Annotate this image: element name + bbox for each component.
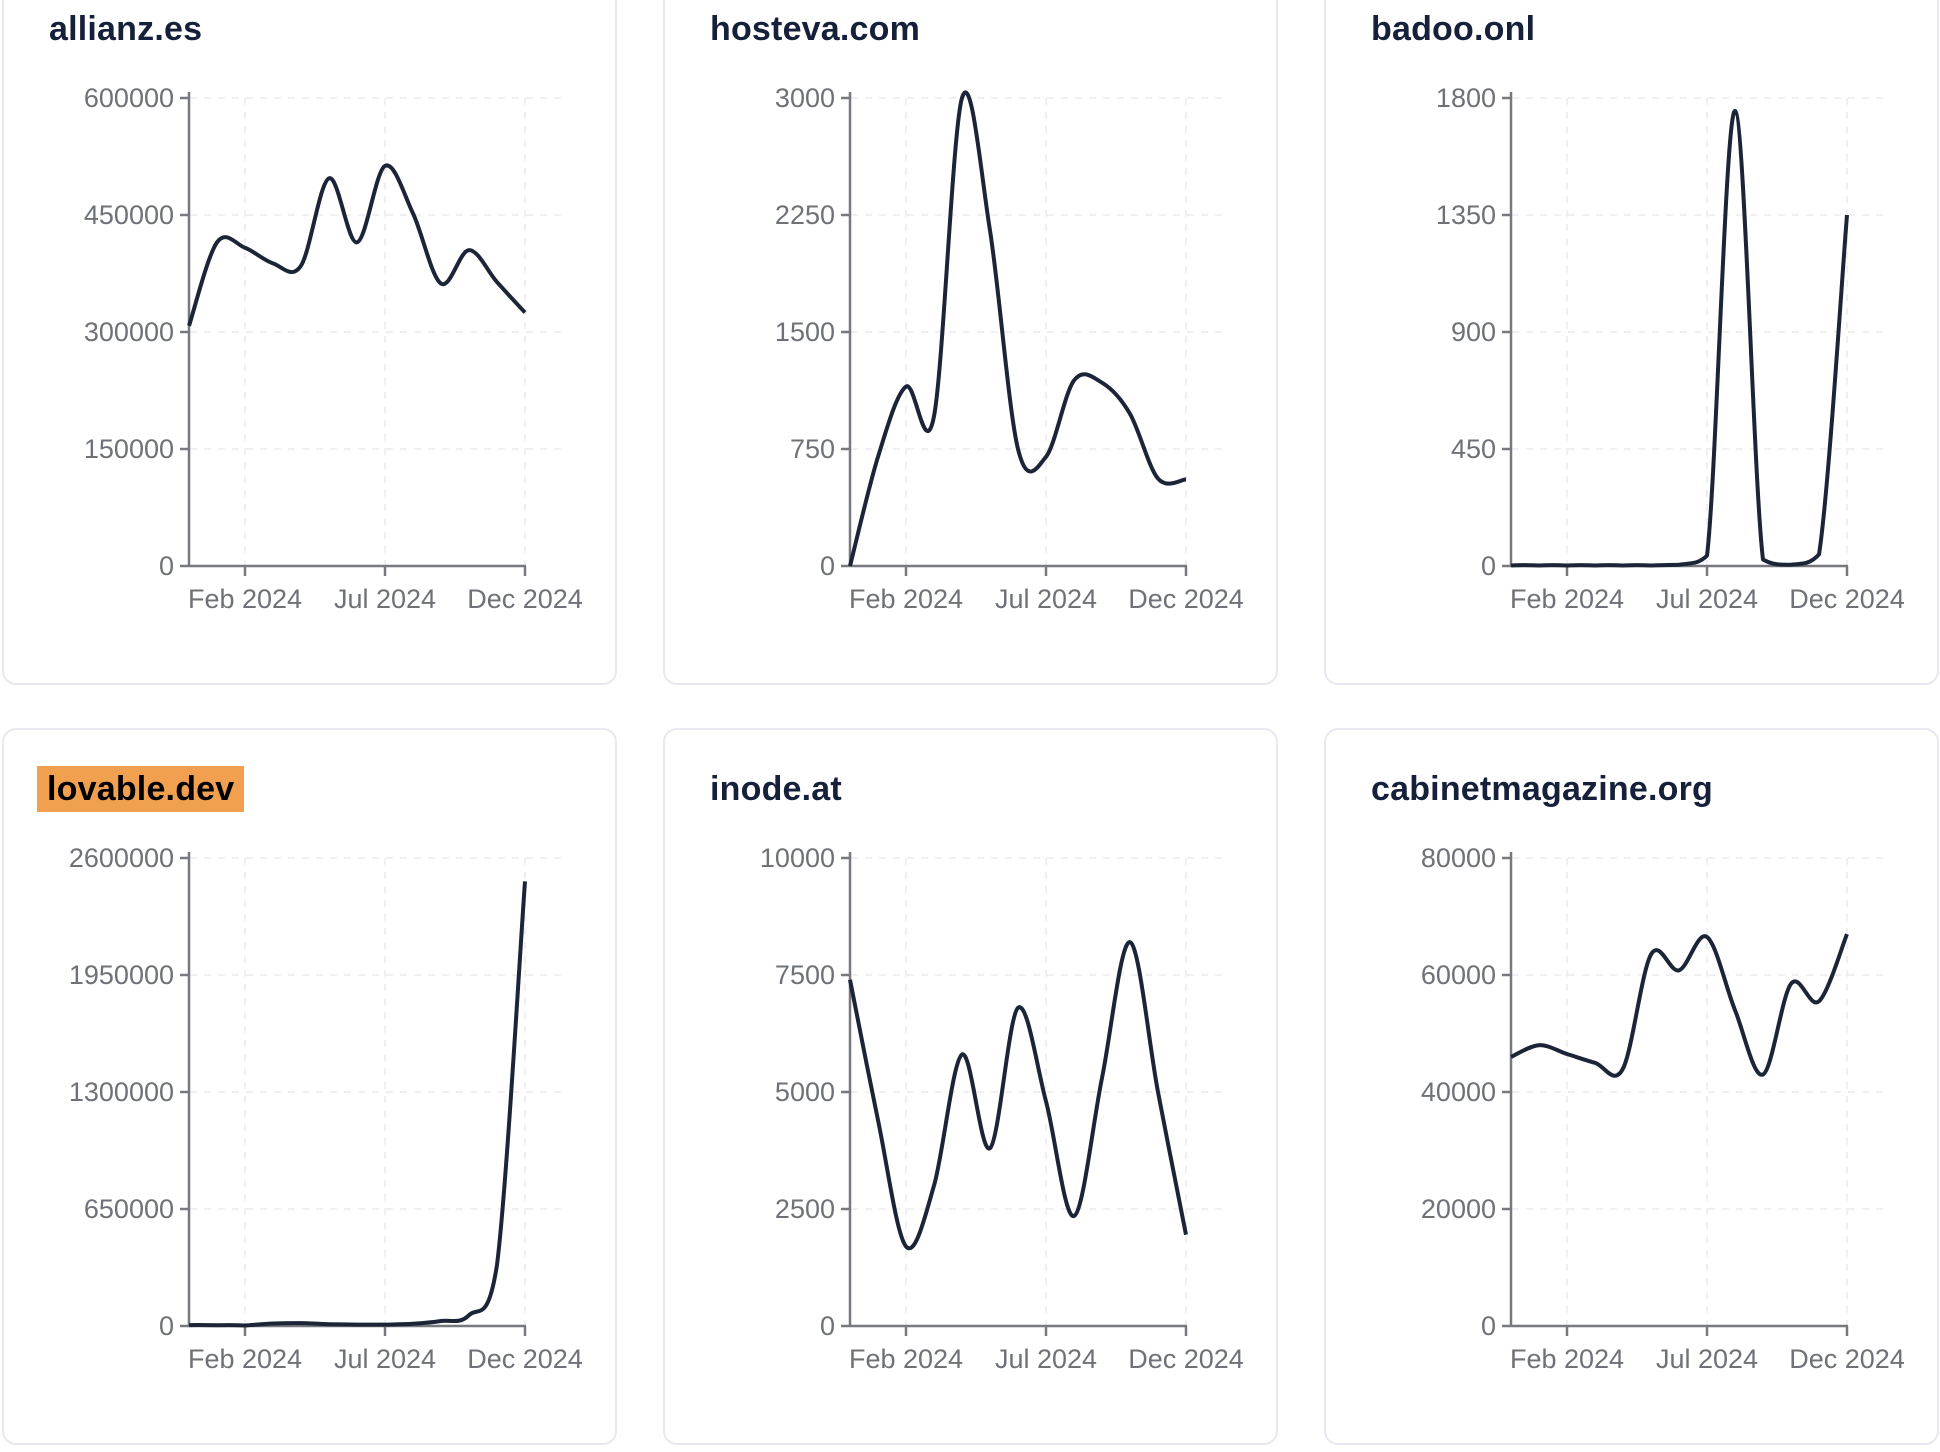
x-tick-label: Jul 2024 <box>1656 584 1758 614</box>
x-tick-label: Jul 2024 <box>995 1344 1097 1374</box>
traffic-line-chart: 0 2500 5000 7500 10000 Feb 2024 Jul 2024 Dec 20… <box>760 843 1244 1374</box>
card-title: inode.at <box>708 770 844 809</box>
y-tick-label: 1800 <box>1436 83 1496 113</box>
traffic-line <box>188 881 527 1328</box>
y-tick-label: 1950000 <box>69 960 174 990</box>
domain-name: badoo.onl <box>1371 10 1536 48</box>
x-tick-label: Dec 2024 <box>467 1344 583 1374</box>
x-tick-label: Feb 2024 <box>1510 1344 1624 1374</box>
y-tick-label: 150000 <box>84 434 174 464</box>
y-tick-label: 5000 <box>775 1077 835 1107</box>
domain-name: allianz.es <box>49 10 203 48</box>
y-tick-label: 10000 <box>760 843 835 873</box>
card-title: allianz.es <box>47 10 204 49</box>
y-tick-label: 0 <box>159 1311 174 1341</box>
x-tick-label: Dec 2024 <box>1789 584 1905 614</box>
y-tick-label: 1500 <box>775 317 835 347</box>
x-tick-label: Feb 2024 <box>188 584 302 614</box>
y-tick-label: 1350 <box>1436 200 1496 230</box>
y-tick-label: 0 <box>1481 551 1496 581</box>
traffic-line <box>1510 933 1849 1078</box>
domain-name: inode.at <box>710 770 842 808</box>
domain-name: hosteva.com <box>710 10 921 48</box>
x-tick-label: Dec 2024 <box>1128 584 1244 614</box>
traffic-line <box>848 940 1188 1251</box>
chart-card-lovable.dev[interactable]: lovable.dev 0 650000 1300000 1950000 2600000… <box>2 728 617 1445</box>
y-tick-label: 40000 <box>1421 1077 1496 1107</box>
x-tick-label: Feb 2024 <box>849 584 963 614</box>
traffic-line-chart: 0 750 1500 2250 3000 Feb 2024 Jul 2024 Dec 2024 <box>775 83 1244 614</box>
card-title: badoo.onl <box>1369 10 1537 49</box>
x-tick-label: Jul 2024 <box>995 584 1097 614</box>
y-tick-label: 2250 <box>775 200 835 230</box>
y-tick-label: 0 <box>159 551 174 581</box>
y-tick-label: 0 <box>1481 1311 1496 1341</box>
y-tick-label: 0 <box>820 551 835 581</box>
chart-card-hosteva.com[interactable]: hosteva.com 0 750 1500 2250 3000 Feb 2024 Jul … <box>663 0 1278 685</box>
traffic-line <box>848 90 1187 567</box>
x-tick-label: Jul 2024 <box>1656 1344 1758 1374</box>
card-title: lovable.dev <box>37 766 245 812</box>
y-tick-label: 0 <box>820 1311 835 1341</box>
chart-card-inode.at[interactable]: inode.at 0 2500 5000 7500 10000 Feb 2024 Jul 2… <box>663 728 1278 1445</box>
y-tick-label: 650000 <box>84 1194 174 1224</box>
x-tick-label: Feb 2024 <box>188 1344 302 1374</box>
traffic-line-chart: 0 450 900 1350 1800 Feb 2024 Jul 2024 Dec 2024 <box>1436 83 1905 614</box>
chart-card-badoo.onl[interactable]: badoo.onl 0 450 900 1350 1800 Feb 2024 Jul 202… <box>1324 0 1939 685</box>
y-tick-label: 2600000 <box>69 843 174 873</box>
traffic-line-chart: 0 20000 40000 60000 80000 Feb 2024 Jul 2024 Dec… <box>1421 843 1905 1374</box>
y-tick-label: 60000 <box>1421 960 1496 990</box>
x-tick-label: Dec 2024 <box>467 584 583 614</box>
x-tick-label: Jul 2024 <box>334 1344 436 1374</box>
traffic-line-chart: 0 150000 300000 450000 600000 Feb 2024 Jul 202… <box>84 83 583 614</box>
y-tick-label: 1300000 <box>69 1077 174 1107</box>
y-tick-label: 20000 <box>1421 1194 1496 1224</box>
card-title: cabinetmagazine.org <box>1369 770 1715 809</box>
y-tick-label: 2500 <box>775 1194 835 1224</box>
y-tick-label: 300000 <box>84 317 174 347</box>
x-tick-label: Feb 2024 <box>1510 584 1624 614</box>
x-tick-label: Jul 2024 <box>334 584 436 614</box>
y-tick-label: 7500 <box>775 960 835 990</box>
y-tick-label: 900 <box>1451 317 1496 347</box>
y-tick-label: 450000 <box>84 200 174 230</box>
y-tick-label: 600000 <box>84 83 174 113</box>
y-tick-label: 450 <box>1451 434 1496 464</box>
y-tick-label: 3000 <box>775 83 835 113</box>
card-title: hosteva.com <box>708 10 922 49</box>
x-tick-label: Dec 2024 <box>1128 1344 1244 1374</box>
y-tick-label: 750 <box>790 434 835 464</box>
chart-card-cabinetmagazine.org[interactable]: cabinetmagazine.org 0 20000 40000 60000 8000… <box>1324 728 1939 1445</box>
traffic-line-chart: 0 650000 1300000 1950000 2600000 Feb 2024 Jul … <box>69 843 583 1374</box>
x-tick-label: Feb 2024 <box>849 1344 963 1374</box>
domain-name: cabinetmagazine.org <box>1371 770 1713 808</box>
domain-name: lovable.dev <box>37 766 245 812</box>
traffic-line <box>1510 108 1849 568</box>
chart-card-allianz.es[interactable]: allianz.es 0 150000 300000 450000 600000 Feb … <box>2 0 617 685</box>
x-tick-label: Dec 2024 <box>1789 1344 1905 1374</box>
y-tick-label: 80000 <box>1421 843 1496 873</box>
traffic-line <box>187 163 527 327</box>
